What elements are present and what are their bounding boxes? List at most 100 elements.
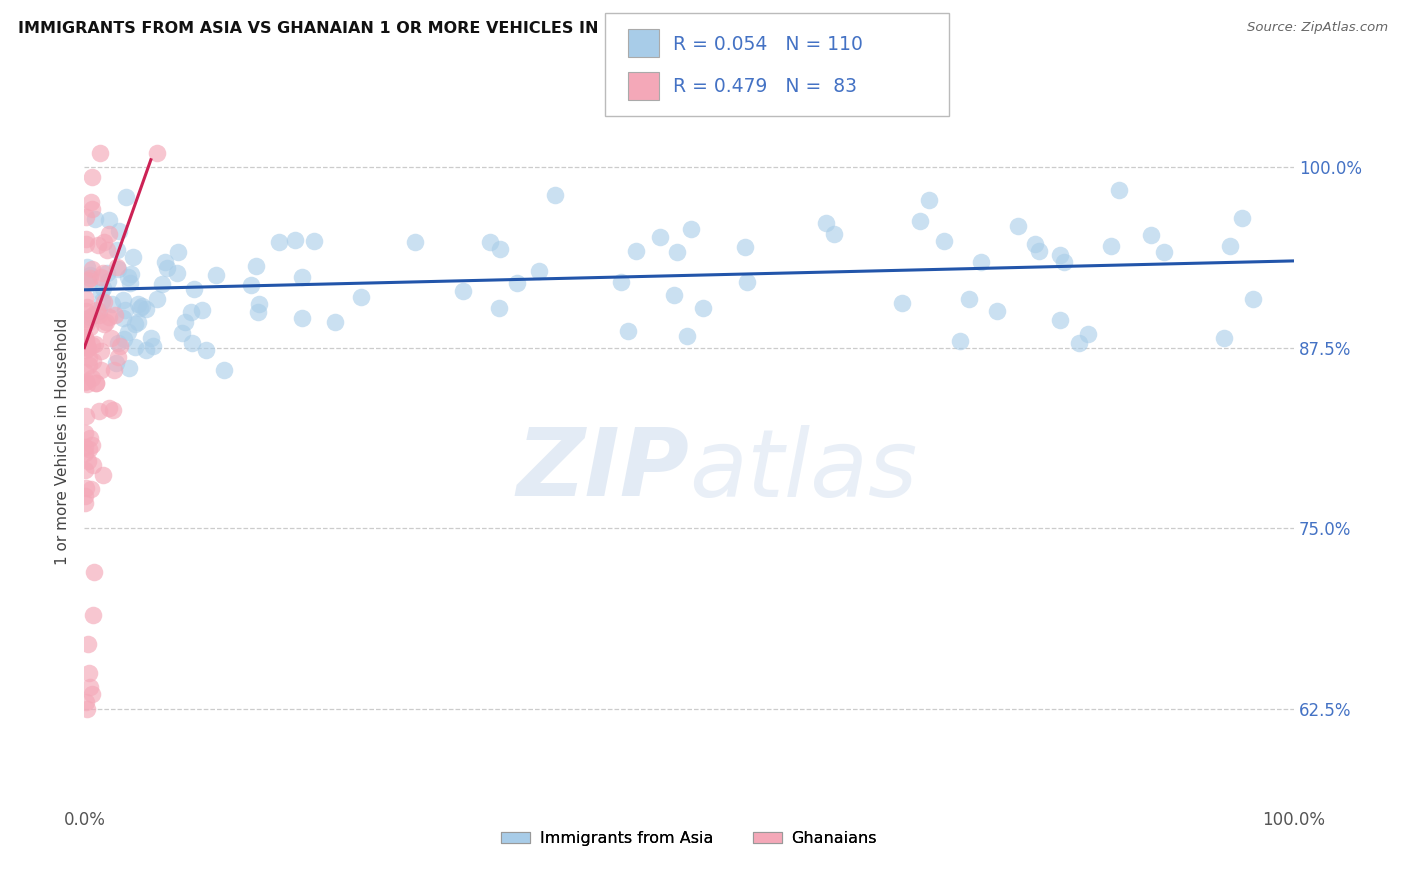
- Point: [73, 291, 96, 305]
- Point: [127, 315, 149, 329]
- Point: [676, 329, 699, 343]
- Point: [529, 264, 551, 278]
- Point: [98, 227, 121, 242]
- Point: [146, 145, 169, 160]
- Point: [291, 310, 314, 325]
- Point: [75, 232, 97, 246]
- Point: [156, 261, 179, 276]
- Point: [129, 301, 152, 315]
- Point: [75, 304, 97, 318]
- Point: [96, 267, 118, 281]
- Point: [75, 330, 97, 344]
- Point: [82, 338, 104, 352]
- Point: [76, 260, 98, 274]
- Point: [103, 363, 125, 377]
- Point: [823, 227, 845, 241]
- Point: [918, 193, 941, 207]
- Point: [80, 688, 103, 702]
- Point: [350, 290, 373, 304]
- Point: [692, 301, 714, 315]
- Point: [97, 274, 120, 288]
- Point: [103, 402, 125, 417]
- Point: [86, 303, 108, 318]
- Point: [96, 315, 118, 329]
- Point: [73, 489, 96, 503]
- Point: [77, 453, 100, 467]
- Point: [1053, 254, 1076, 268]
- Point: [107, 262, 129, 277]
- Point: [153, 255, 176, 269]
- Point: [506, 276, 529, 290]
- Point: [77, 359, 100, 373]
- Point: [949, 334, 972, 349]
- Point: [194, 343, 217, 357]
- Point: [1153, 244, 1175, 259]
- Point: [73, 426, 96, 441]
- Text: atlas: atlas: [689, 425, 917, 516]
- Point: [451, 284, 474, 298]
- Point: [76, 339, 98, 353]
- Point: [79, 270, 101, 285]
- Point: [93, 266, 115, 280]
- Point: [77, 442, 100, 456]
- Point: [73, 463, 96, 477]
- Point: [1049, 248, 1071, 262]
- Point: [174, 315, 197, 329]
- Point: [87, 304, 110, 318]
- Point: [75, 333, 97, 347]
- Y-axis label: 1 or more Vehicles in Household: 1 or more Vehicles in Household: [55, 318, 70, 566]
- Point: [79, 310, 101, 324]
- Text: R = 0.479   N =  83: R = 0.479 N = 83: [673, 77, 858, 95]
- Point: [80, 202, 103, 216]
- Point: [112, 293, 135, 308]
- Point: [970, 255, 993, 269]
- Point: [734, 240, 756, 254]
- Point: [544, 188, 567, 202]
- Point: [107, 350, 129, 364]
- Point: [1212, 330, 1234, 344]
- Point: [124, 317, 146, 331]
- Point: [104, 356, 127, 370]
- Point: [93, 281, 115, 295]
- Point: [80, 438, 103, 452]
- Point: [84, 376, 107, 390]
- Point: [665, 245, 688, 260]
- Point: [76, 702, 98, 716]
- Point: [73, 446, 96, 460]
- Point: [1241, 293, 1264, 307]
- Point: [105, 260, 128, 275]
- Point: [90, 343, 112, 358]
- Point: [404, 235, 426, 250]
- Point: [89, 145, 111, 160]
- Point: [93, 235, 115, 249]
- Point: [93, 317, 115, 331]
- Point: [107, 243, 129, 257]
- Point: [247, 297, 270, 311]
- Point: [79, 680, 101, 694]
- Text: R = 0.054   N = 110: R = 0.054 N = 110: [673, 35, 863, 54]
- Point: [76, 300, 98, 314]
- Point: [75, 409, 97, 424]
- Point: [1077, 326, 1099, 341]
- Point: [150, 277, 173, 292]
- Point: [1139, 227, 1161, 242]
- Point: [1232, 211, 1254, 225]
- Point: [127, 297, 149, 311]
- Point: [82, 309, 104, 323]
- Point: [681, 222, 703, 236]
- Point: [908, 213, 931, 227]
- Point: [77, 637, 100, 651]
- Point: [90, 269, 112, 284]
- Point: [75, 481, 97, 495]
- Legend: Immigrants from Asia, Ghanaians: Immigrants from Asia, Ghanaians: [495, 825, 883, 853]
- Point: [79, 277, 101, 291]
- Point: [146, 292, 169, 306]
- Point: [90, 293, 112, 308]
- Point: [986, 304, 1008, 318]
- Point: [75, 343, 97, 358]
- Point: [180, 305, 202, 319]
- Point: [91, 467, 114, 482]
- Point: [79, 351, 101, 365]
- Point: [122, 250, 145, 264]
- Point: [1007, 219, 1029, 234]
